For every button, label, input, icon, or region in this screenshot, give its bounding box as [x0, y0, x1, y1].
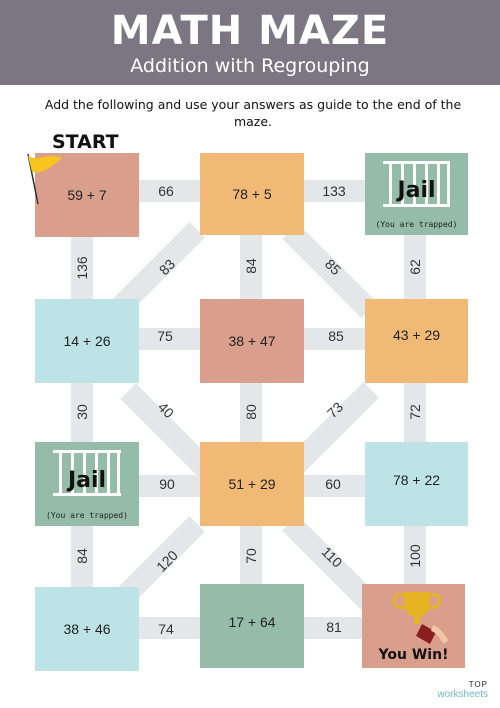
start-label: START	[52, 131, 119, 153]
maze-cell: 51 + 29	[200, 442, 304, 526]
flag-icon	[27, 153, 62, 205]
jail-bars-icon	[53, 450, 121, 496]
path-number: 75	[157, 328, 173, 344]
maze-cell: 38 + 47	[200, 299, 304, 383]
cell-problem: 51 + 29	[228, 476, 276, 492]
instructions: Add the following and use your answers a…	[44, 97, 462, 129]
maze-cell: 17 + 64	[200, 584, 304, 668]
jail-sublabel: (You are trapped)	[375, 220, 458, 229]
maze-cell: 43 + 29	[365, 299, 468, 383]
path-number: 80	[243, 404, 259, 420]
maze-cell-finish: You Win!	[362, 584, 465, 668]
maze-cell-start: 59 + 7	[35, 153, 139, 237]
path-number: 72	[407, 404, 423, 420]
path-number: 66	[158, 183, 174, 199]
path-number: 74	[158, 621, 174, 637]
path-number: 30	[74, 404, 90, 420]
maze-cell-jail: Jail (You are trapped)	[365, 153, 468, 235]
brand-logo: TOP worksheets	[437, 680, 488, 700]
header-banner	[0, 0, 500, 85]
path-number: 85	[328, 328, 344, 344]
cell-problem: 38 + 46	[63, 621, 111, 637]
maze-cell: 38 + 46	[35, 587, 139, 671]
brand-line1: TOP	[468, 680, 488, 689]
jail-sublabel: (You are trapped)	[46, 511, 128, 520]
jail-bars-icon	[383, 161, 450, 207]
path-number: 90	[159, 476, 175, 492]
trophy-icon	[392, 592, 449, 644]
cell-problem: 78 + 5	[232, 186, 272, 202]
cell-problem: 59 + 7	[67, 187, 107, 203]
cell-problem: 17 + 64	[228, 614, 276, 630]
cell-problem: 43 + 29	[392, 327, 441, 343]
jail-label: Jail	[67, 467, 107, 493]
cell-problem: 38 + 47	[228, 333, 276, 349]
path-number: 100	[407, 544, 423, 568]
page-title: MATH MAZE	[110, 8, 390, 54]
maze-cell: 14 + 26	[35, 299, 139, 383]
path-number: 136	[74, 256, 90, 280]
maze-cell-jail: Jail (You are trapped)	[35, 442, 139, 526]
path-number: 133	[322, 183, 346, 199]
brand-line2: worksheets	[437, 689, 488, 700]
path-number: 81	[326, 619, 342, 635]
jail-label: Jail	[397, 177, 436, 203]
path-number: 84	[74, 548, 90, 564]
page-subtitle: Addition with Regrouping	[130, 55, 370, 77]
path-number: 70	[243, 548, 259, 564]
cell-problem: 78 + 22	[392, 472, 441, 488]
path-number: 62	[407, 259, 423, 275]
path-number: 60	[325, 476, 341, 492]
cell-problem: 14 + 26	[63, 333, 111, 349]
path-number: 84	[243, 258, 259, 274]
maze-cell: 78 + 22	[365, 442, 468, 526]
win-label: You Win!	[378, 647, 449, 663]
maze-cell: 78 + 5	[200, 153, 304, 235]
